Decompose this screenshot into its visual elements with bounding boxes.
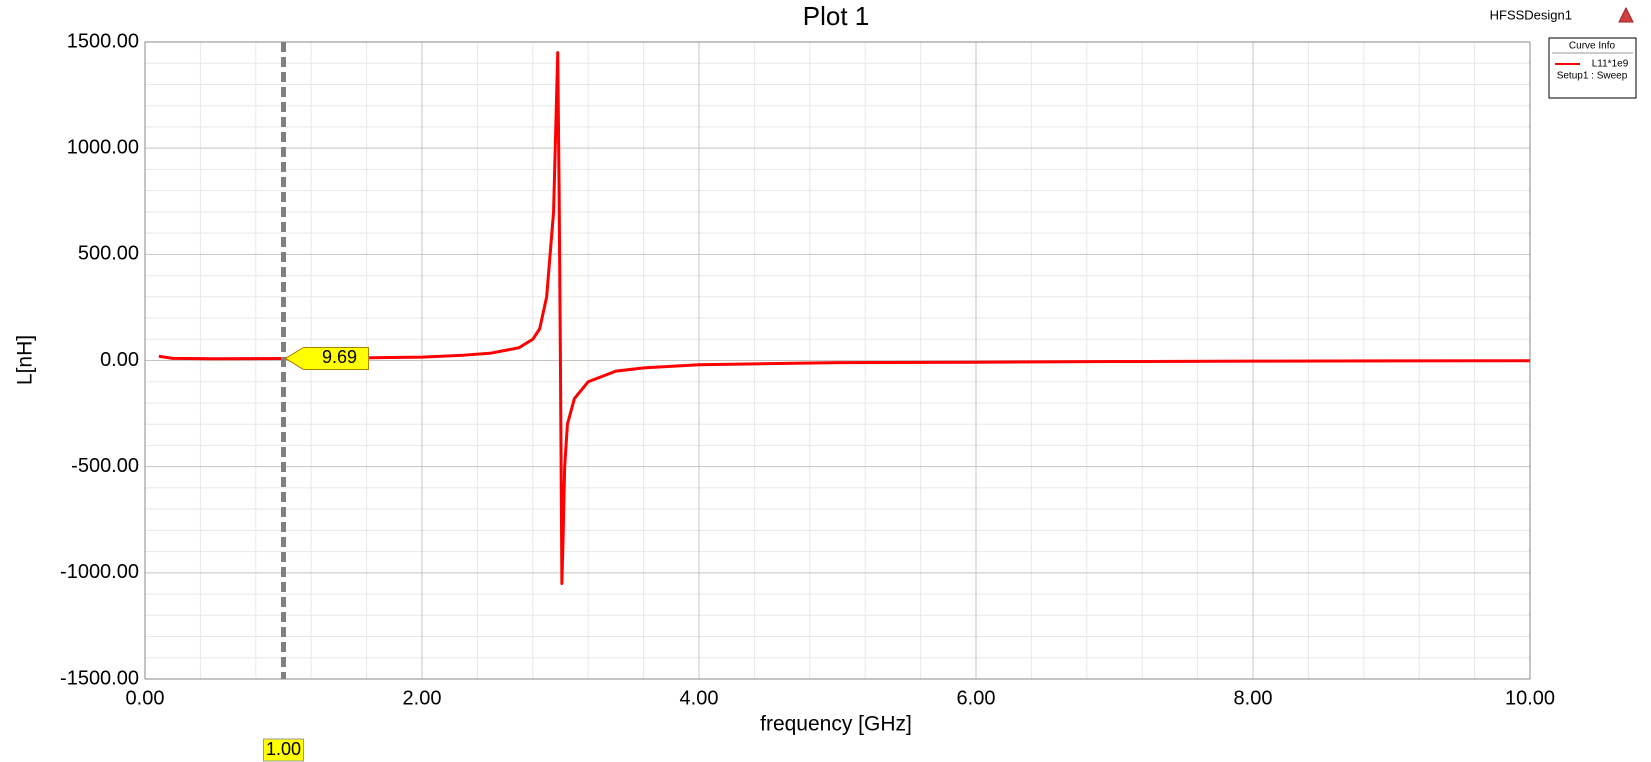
- legend-title: Curve Info: [1569, 41, 1616, 52]
- legend-box: [1548, 37, 1637, 99]
- marker-value-label: 9.69: [322, 347, 357, 367]
- x-tick-label: 0.00: [126, 687, 165, 709]
- x-tick-label: 10.00: [1505, 687, 1555, 709]
- x-axis-label: frequency [GHz]: [760, 713, 912, 736]
- y-tick-label: -500.00: [71, 455, 139, 477]
- marker-x-label: 1.00: [266, 739, 301, 759]
- x-tick-label: 4.00: [680, 687, 719, 709]
- y-tick-label: -1000.00: [60, 561, 139, 583]
- data-line: [158, 51, 1531, 585]
- y-axis-label: L[nH]: [14, 335, 37, 385]
- chart-title: Plot 1: [803, 1, 870, 31]
- x-tick-label: 8.00: [1234, 687, 1273, 709]
- marker-x-box: [263, 738, 304, 762]
- y-tick-label: 1000.00: [67, 136, 139, 158]
- legend-subtitle: Setup1 : Sweep: [1557, 71, 1628, 82]
- y-tick-label: 0.00: [100, 349, 139, 371]
- plot-frame: [144, 41, 1531, 680]
- y-tick-label: 1500.00: [67, 30, 139, 52]
- y-tick-label: -1500.00: [60, 667, 139, 689]
- legend-entry: L11*1e9: [1592, 59, 1629, 70]
- x-tick-label: 6.00: [957, 687, 996, 709]
- y-tick-label: 500.00: [78, 243, 139, 265]
- x-tick-label: 2.00: [403, 687, 442, 709]
- design-label: HFSSDesign1: [1490, 7, 1572, 22]
- marker-value-tag: [284, 346, 369, 370]
- logo: [1618, 6, 1634, 23]
